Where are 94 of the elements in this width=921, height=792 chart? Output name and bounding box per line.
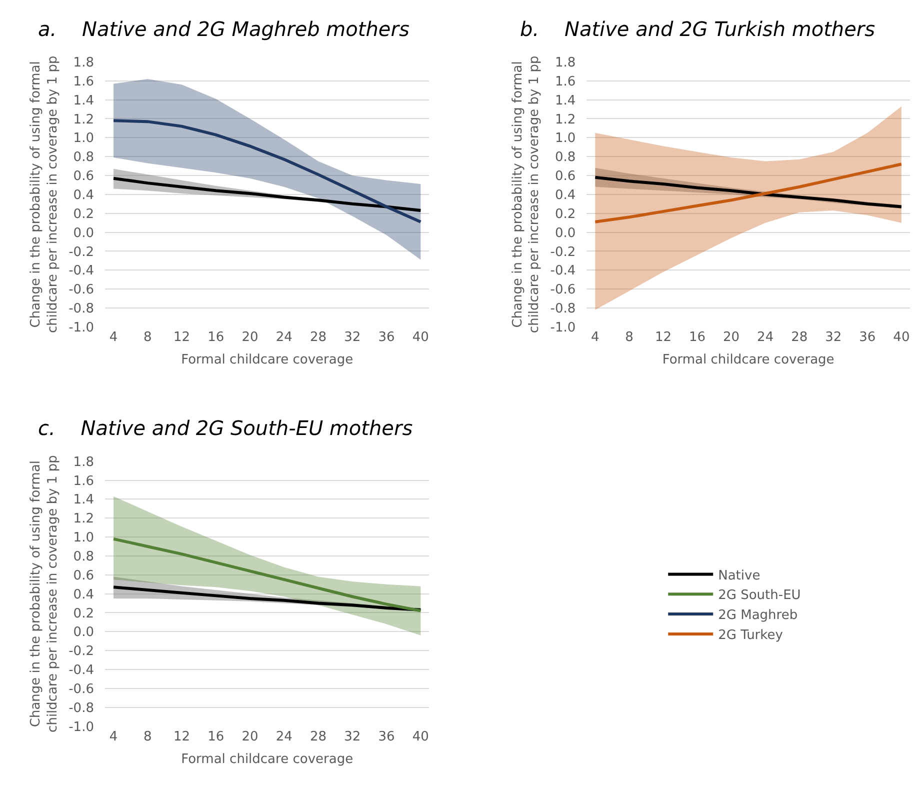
x-tick-label: 32 [344,330,361,345]
y-tick-label: 1.6 [73,74,94,90]
y-tick-label: 1.4 [554,93,576,108]
y-tick-label: 1.4 [73,93,94,108]
y-tick-label: -0.2 [550,244,576,260]
y-tick-label: -1.0 [550,320,576,336]
x-axis-title: Formal childcare coverage [181,752,354,767]
y-tick-label: 0.8 [73,550,94,564]
x-tick-label: 28 [310,330,327,345]
y-tick-label: -0.2 [68,244,94,260]
x-tick-label: 28 [310,729,327,744]
x-tick-label: 16 [208,729,224,744]
y-tick-label: 1.6 [554,74,576,90]
x-tick-label: 12 [654,330,672,345]
y-tick-label: 1.8 [554,55,576,70]
y-tick-label: -0.4 [68,663,94,678]
y-tick-label: 1.6 [73,474,94,489]
y-tick-label: 0.6 [554,169,576,184]
y-tick-label: -1.0 [68,720,94,735]
line-series [594,176,903,208]
x-axis-title: Formal childcare coverage [181,352,354,368]
y-tick-label: 0.2 [73,606,94,622]
y-tick-label: 0.2 [554,206,576,222]
chart-title: c. Native and 2G South-EU mothers [38,416,413,440]
y-tick-label: 0.4 [554,188,576,203]
y-tick-label: 0.0 [73,226,94,241]
x-tick-label: 36 [378,729,395,744]
y-axis-title: Change in the probability of using formal childcare per increase in coverage by 1 pp [28,455,61,732]
y-axis-title: Change in the probability of using formal childcare per increase in coverage by 1 pp [510,56,542,334]
y-tick-label: 1.2 [73,512,94,527]
line-series [112,119,422,224]
x-tick-label: 8 [144,330,152,345]
chart-title: b. Native and 2G Turkish mothers [520,17,876,41]
y-tick-label: -1.0 [68,320,94,336]
x-tick-label: 40 [412,729,429,744]
y-tick-label: -0.4 [550,264,576,279]
line-series [112,537,422,612]
y-tick-label: -0.2 [68,644,94,660]
y-tick-label: -0.8 [68,700,94,716]
x-tick-label: 24 [757,330,774,345]
x-tick-label: 40 [412,330,429,345]
x-tick-label: 36 [378,330,395,345]
x-tick-label: 40 [893,330,910,345]
x-tick-label: 20 [723,330,740,345]
line-series [594,162,903,224]
y-tick-label: -0.6 [68,682,94,697]
x-tick-label: 12 [174,330,190,345]
y-tick-label: 0.0 [554,226,576,241]
x-tick-label: 8 [625,330,634,345]
legend-label: 2G Maghreb [718,608,798,624]
y-tick-label: 0.0 [73,625,94,640]
y-tick-label: -0.6 [550,282,576,298]
y-tick-label: 1.0 [73,530,94,546]
y-tick-label: 0.8 [73,150,94,166]
y-tick-label: 0.8 [554,150,576,166]
y-tick-label: 1.0 [73,131,94,146]
y-tick-label: 1.8 [73,55,94,70]
y-tick-label: 1.8 [73,454,94,470]
x-tick-label: 16 [688,330,706,345]
y-tick-label: -0.4 [68,264,94,279]
y-tick-label: 0.6 [73,169,94,184]
legend-label: 2G South-EU [718,588,801,604]
y-tick-label: 1.2 [554,112,576,128]
x-axis-title: Formal childcare coverage [662,352,834,368]
x-tick-label: 12 [174,729,190,744]
y-tick-label: 1.0 [554,131,576,146]
y-axis-title: Change in the probability of using formal childcare per increase in coverage by 1 pp [28,56,61,334]
y-tick-label: -0.6 [68,282,94,298]
y-tick-label: 0.2 [73,206,94,222]
y-tick-label: 0.4 [73,188,94,203]
chart-title: a. Native and 2G Maghreb mothers [38,17,410,41]
y-tick-label: 0.4 [73,587,94,602]
legend-label: Native [718,568,760,584]
x-tick-label: 4 [109,330,118,345]
x-tick-label: 32 [344,729,361,744]
x-tick-label: 4 [109,729,118,744]
y-tick-label: -0.8 [550,302,576,317]
y-tick-label: 1.2 [73,112,94,128]
x-tick-label: 28 [791,330,808,345]
x-tick-label: 8 [144,729,152,744]
x-tick-label: 36 [859,330,876,345]
y-tick-label: 1.4 [73,492,94,508]
x-tick-label: 16 [208,330,224,345]
line-series [112,176,422,212]
x-tick-label: 32 [825,330,842,345]
y-tick-label: -0.8 [68,302,94,317]
x-tick-label: 24 [276,729,292,744]
y-tick-label: 0.6 [73,568,94,584]
x-tick-label: 20 [242,330,258,345]
x-tick-label: 20 [242,729,258,744]
x-tick-label: 4 [591,330,600,345]
x-tick-label: 24 [276,330,292,345]
line-series [112,586,422,612]
legend-label: 2G Turkey [718,628,784,644]
